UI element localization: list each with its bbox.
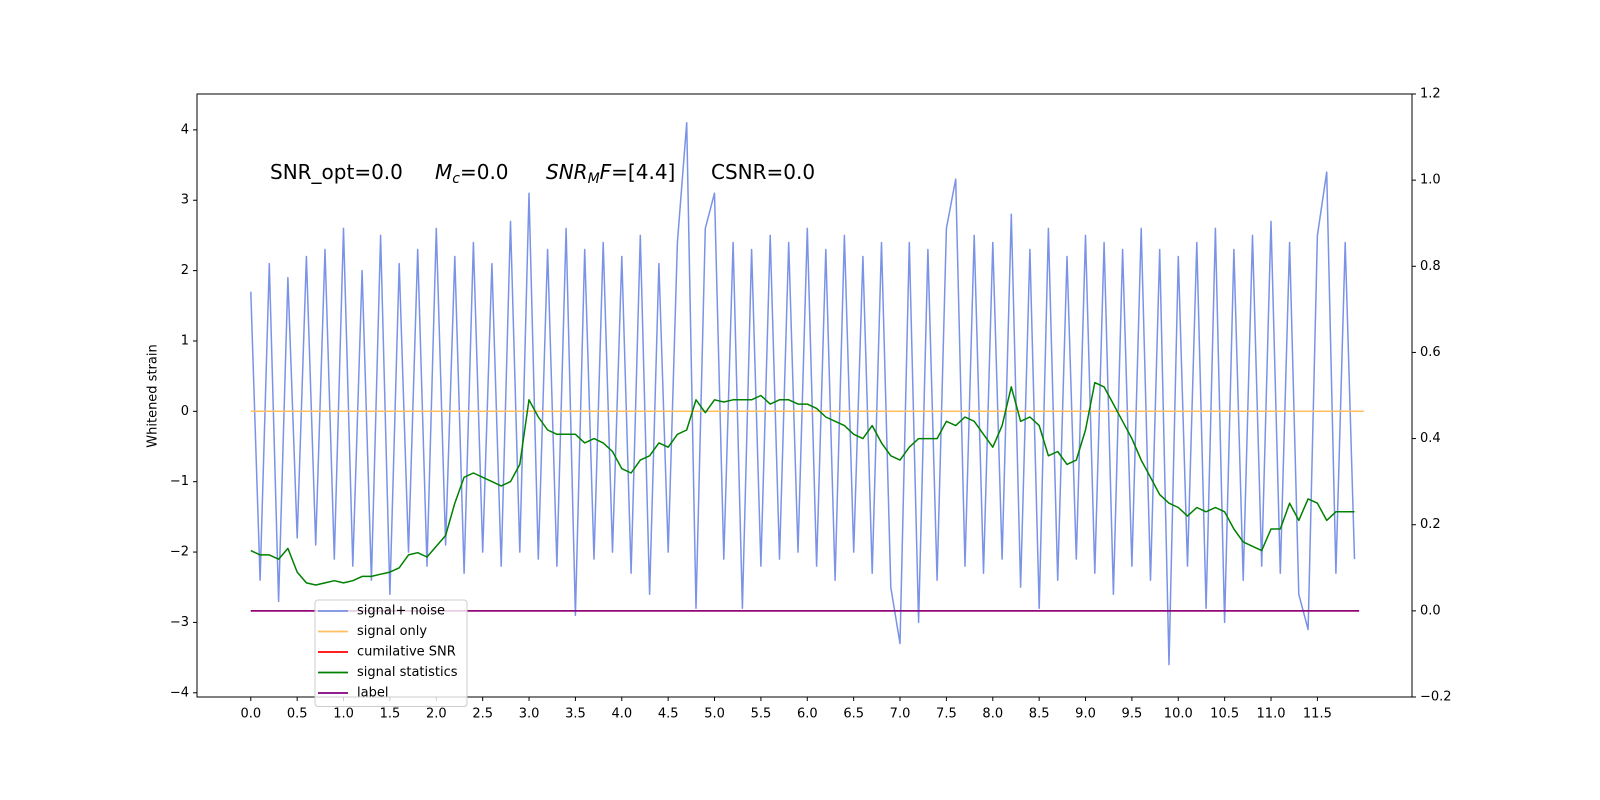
series-line [250,122,1356,666]
legend-label: label [357,686,388,701]
y2-tick-label: −0.2 [1420,690,1452,705]
x-tick-label: 9.5 [1122,707,1143,722]
y-tick-label: 4 [181,122,189,137]
y2-tick-label: 0.0 [1420,603,1441,618]
x-tick-label: 8.0 [982,707,1003,722]
annotation-part: M [435,160,452,184]
y-tick-label: 1 [181,333,189,348]
y-tick-label: −4 [170,685,189,700]
x-tick-label: 3.5 [565,707,586,722]
annotation-part: F [600,160,612,184]
y2-tick-label: 0.2 [1420,517,1441,532]
annotation: Mc=0.0 [435,160,509,188]
x-tick-label: 4.0 [611,707,632,722]
x-tick-label: 0.0 [240,707,261,722]
x-tick-label: 7.0 [890,707,911,722]
x-tick-label: 0.5 [287,707,308,722]
y2-tick-label: 0.8 [1420,259,1441,274]
y-axis-label: Whitened strain [146,344,161,447]
x-tick-label: 2.5 [472,707,493,722]
y2-tick-label: 1.0 [1420,173,1441,188]
annotation-part: CSNR=0.0 [711,160,815,184]
y-tick-label: 0 [181,404,189,419]
x-tick-label: 4.5 [658,707,679,722]
y-tick-label: −1 [170,474,189,489]
x-tick-label: 11.5 [1303,707,1332,722]
y-tick-label: 3 [181,193,189,208]
legend-label: signal statistics [357,665,458,680]
x-tick-label: 6.5 [843,707,864,722]
x-tick-label: 8.5 [1029,707,1050,722]
plot-frame [196,93,1413,698]
legend-box [314,599,468,707]
x-tick-label: 9.0 [1075,707,1096,722]
x-tick-label: 7.5 [936,707,957,722]
y2-tick-label: 1.2 [1420,87,1441,102]
legend-label: cumilative SNR [357,645,456,660]
annotation-part: c [452,171,460,187]
x-tick-label: 5.5 [751,707,772,722]
x-tick-label: 1.5 [380,707,401,722]
x-tick-label: 10.5 [1210,707,1239,722]
y-tick-label: −3 [170,615,189,630]
annotation: SNRMF=[4.4] [546,160,675,188]
x-tick-label: 11.0 [1257,707,1286,722]
annotation-part: SNR [546,160,588,184]
annotation-part: SNR_opt=0.0 [270,160,403,184]
y2-tick-label: 0.4 [1420,431,1441,446]
x-tick-label: 10.0 [1164,707,1193,722]
x-tick-label: 5.0 [704,707,725,722]
annotation-part: =[4.4] [611,160,675,184]
legend-label: signal only [357,624,427,639]
x-tick-label: 6.0 [797,707,818,722]
legend-label: signal+ noise [357,604,445,619]
y-tick-label: −2 [170,545,189,560]
annotation: SNR_opt=0.0 [270,160,403,184]
y-tick-label: 2 [181,263,189,278]
x-tick-label: 1.0 [333,707,354,722]
x-tick-label: 2.0 [426,707,447,722]
annotation: CSNR=0.0 [711,160,815,184]
annotation-part: M [588,171,600,187]
annotation-part: =0.0 [460,160,509,184]
x-tick-label: 3.0 [519,707,540,722]
y2-tick-label: 0.6 [1420,345,1441,360]
series-line [250,381,1355,586]
